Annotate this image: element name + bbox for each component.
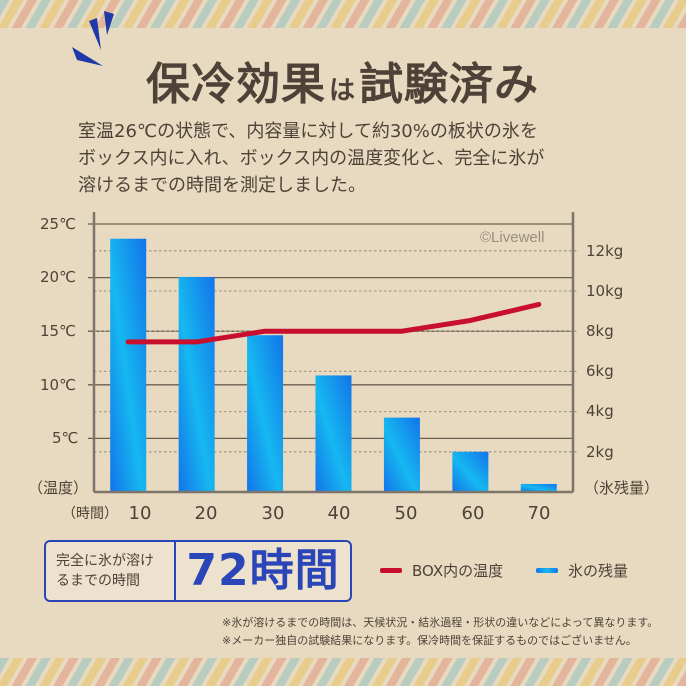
left-tick-label: 20℃ bbox=[40, 268, 76, 286]
footnote: ※メーカー独自の試験結果になります。保冷時間を保証するものではございません。 bbox=[222, 634, 637, 647]
x-tick-label: 50 bbox=[394, 503, 418, 524]
x-tick-label: 10 bbox=[128, 503, 152, 524]
x-tick-label: 70 bbox=[527, 503, 551, 524]
melt-time-result-box: 完全に氷が溶け るまでの時間 72時間 bbox=[44, 540, 352, 602]
title-part2: 試験済み bbox=[359, 59, 540, 110]
footnotes: ※氷が溶けるまでの時間は、天候状況・結氷過程・形状の違いなどによって異なります。… bbox=[222, 614, 658, 650]
result-value: 72時間 bbox=[186, 545, 340, 596]
right-tick-label: 4kg bbox=[586, 402, 614, 420]
right-tick-label: 6kg bbox=[586, 362, 614, 380]
legend-item-temperature: BOX内の温度 bbox=[380, 560, 503, 581]
result-label-line: 完全に氷が溶け bbox=[56, 553, 154, 569]
x-tick-label: 40 bbox=[327, 503, 351, 524]
title-connector: は bbox=[329, 76, 357, 106]
blue-bar-swatch-icon bbox=[536, 568, 558, 573]
watermark: ©Livewell bbox=[480, 229, 545, 246]
right-axis-title: （氷残量） bbox=[584, 479, 660, 497]
footnote: ※氷が溶けるまでの時間は、天候状況・結氷過程・形状の違いなどによって異なります。 bbox=[222, 616, 659, 629]
result-label-line: るまでの時間 bbox=[56, 573, 140, 589]
red-line-swatch-icon bbox=[380, 568, 402, 573]
legend-label: BOX内の温度 bbox=[412, 562, 504, 580]
result-label: 完全に氷が溶け るまでの時間 bbox=[46, 542, 176, 600]
left-tick-label: 25℃ bbox=[40, 215, 76, 233]
description-line: 溶けるまでの時間を測定しました。 bbox=[78, 175, 366, 196]
description-line: 室温26℃の状態で、内容量に対して約30%の板状の氷を bbox=[78, 121, 538, 142]
right-tick-label: 2kg bbox=[586, 443, 614, 461]
emphasis-burst-icon bbox=[72, 11, 114, 66]
temperature-line bbox=[125, 301, 542, 345]
decorative-stripes-top bbox=[0, 0, 686, 28]
title-part1: 保冷効果 bbox=[146, 59, 326, 110]
x-tick-label: 60 bbox=[461, 503, 485, 524]
page-title: 保冷効果 は試験済み bbox=[146, 48, 539, 112]
left-tick-label: 10℃ bbox=[40, 376, 76, 394]
ice-remaining-bars bbox=[110, 238, 557, 492]
description-line: ボックス内に入れ、ボックス内の温度変化と、完全に氷が bbox=[78, 148, 545, 169]
left-axis-title: （温度） bbox=[28, 479, 89, 497]
legend-label: 氷の残量 bbox=[568, 562, 629, 580]
description: 室温26℃の状態で、内容量に対して約30%の板状の氷を ボックス内に入れ、ボック… bbox=[78, 118, 638, 199]
right-tick-label: 10kg bbox=[586, 282, 624, 300]
right-tick-label: 12kg bbox=[586, 242, 624, 260]
decorative-stripes-bottom bbox=[0, 658, 686, 686]
left-tick-label: 5℃ bbox=[52, 429, 79, 447]
legend-item-ice: 氷の残量 bbox=[536, 560, 628, 581]
x-tick-label: 30 bbox=[261, 503, 285, 524]
left-tick-label: 15℃ bbox=[40, 322, 76, 340]
right-tick-label: 8kg bbox=[586, 322, 614, 340]
x-axis-title: （時間） bbox=[62, 506, 118, 522]
x-tick-label: 20 bbox=[194, 503, 218, 524]
